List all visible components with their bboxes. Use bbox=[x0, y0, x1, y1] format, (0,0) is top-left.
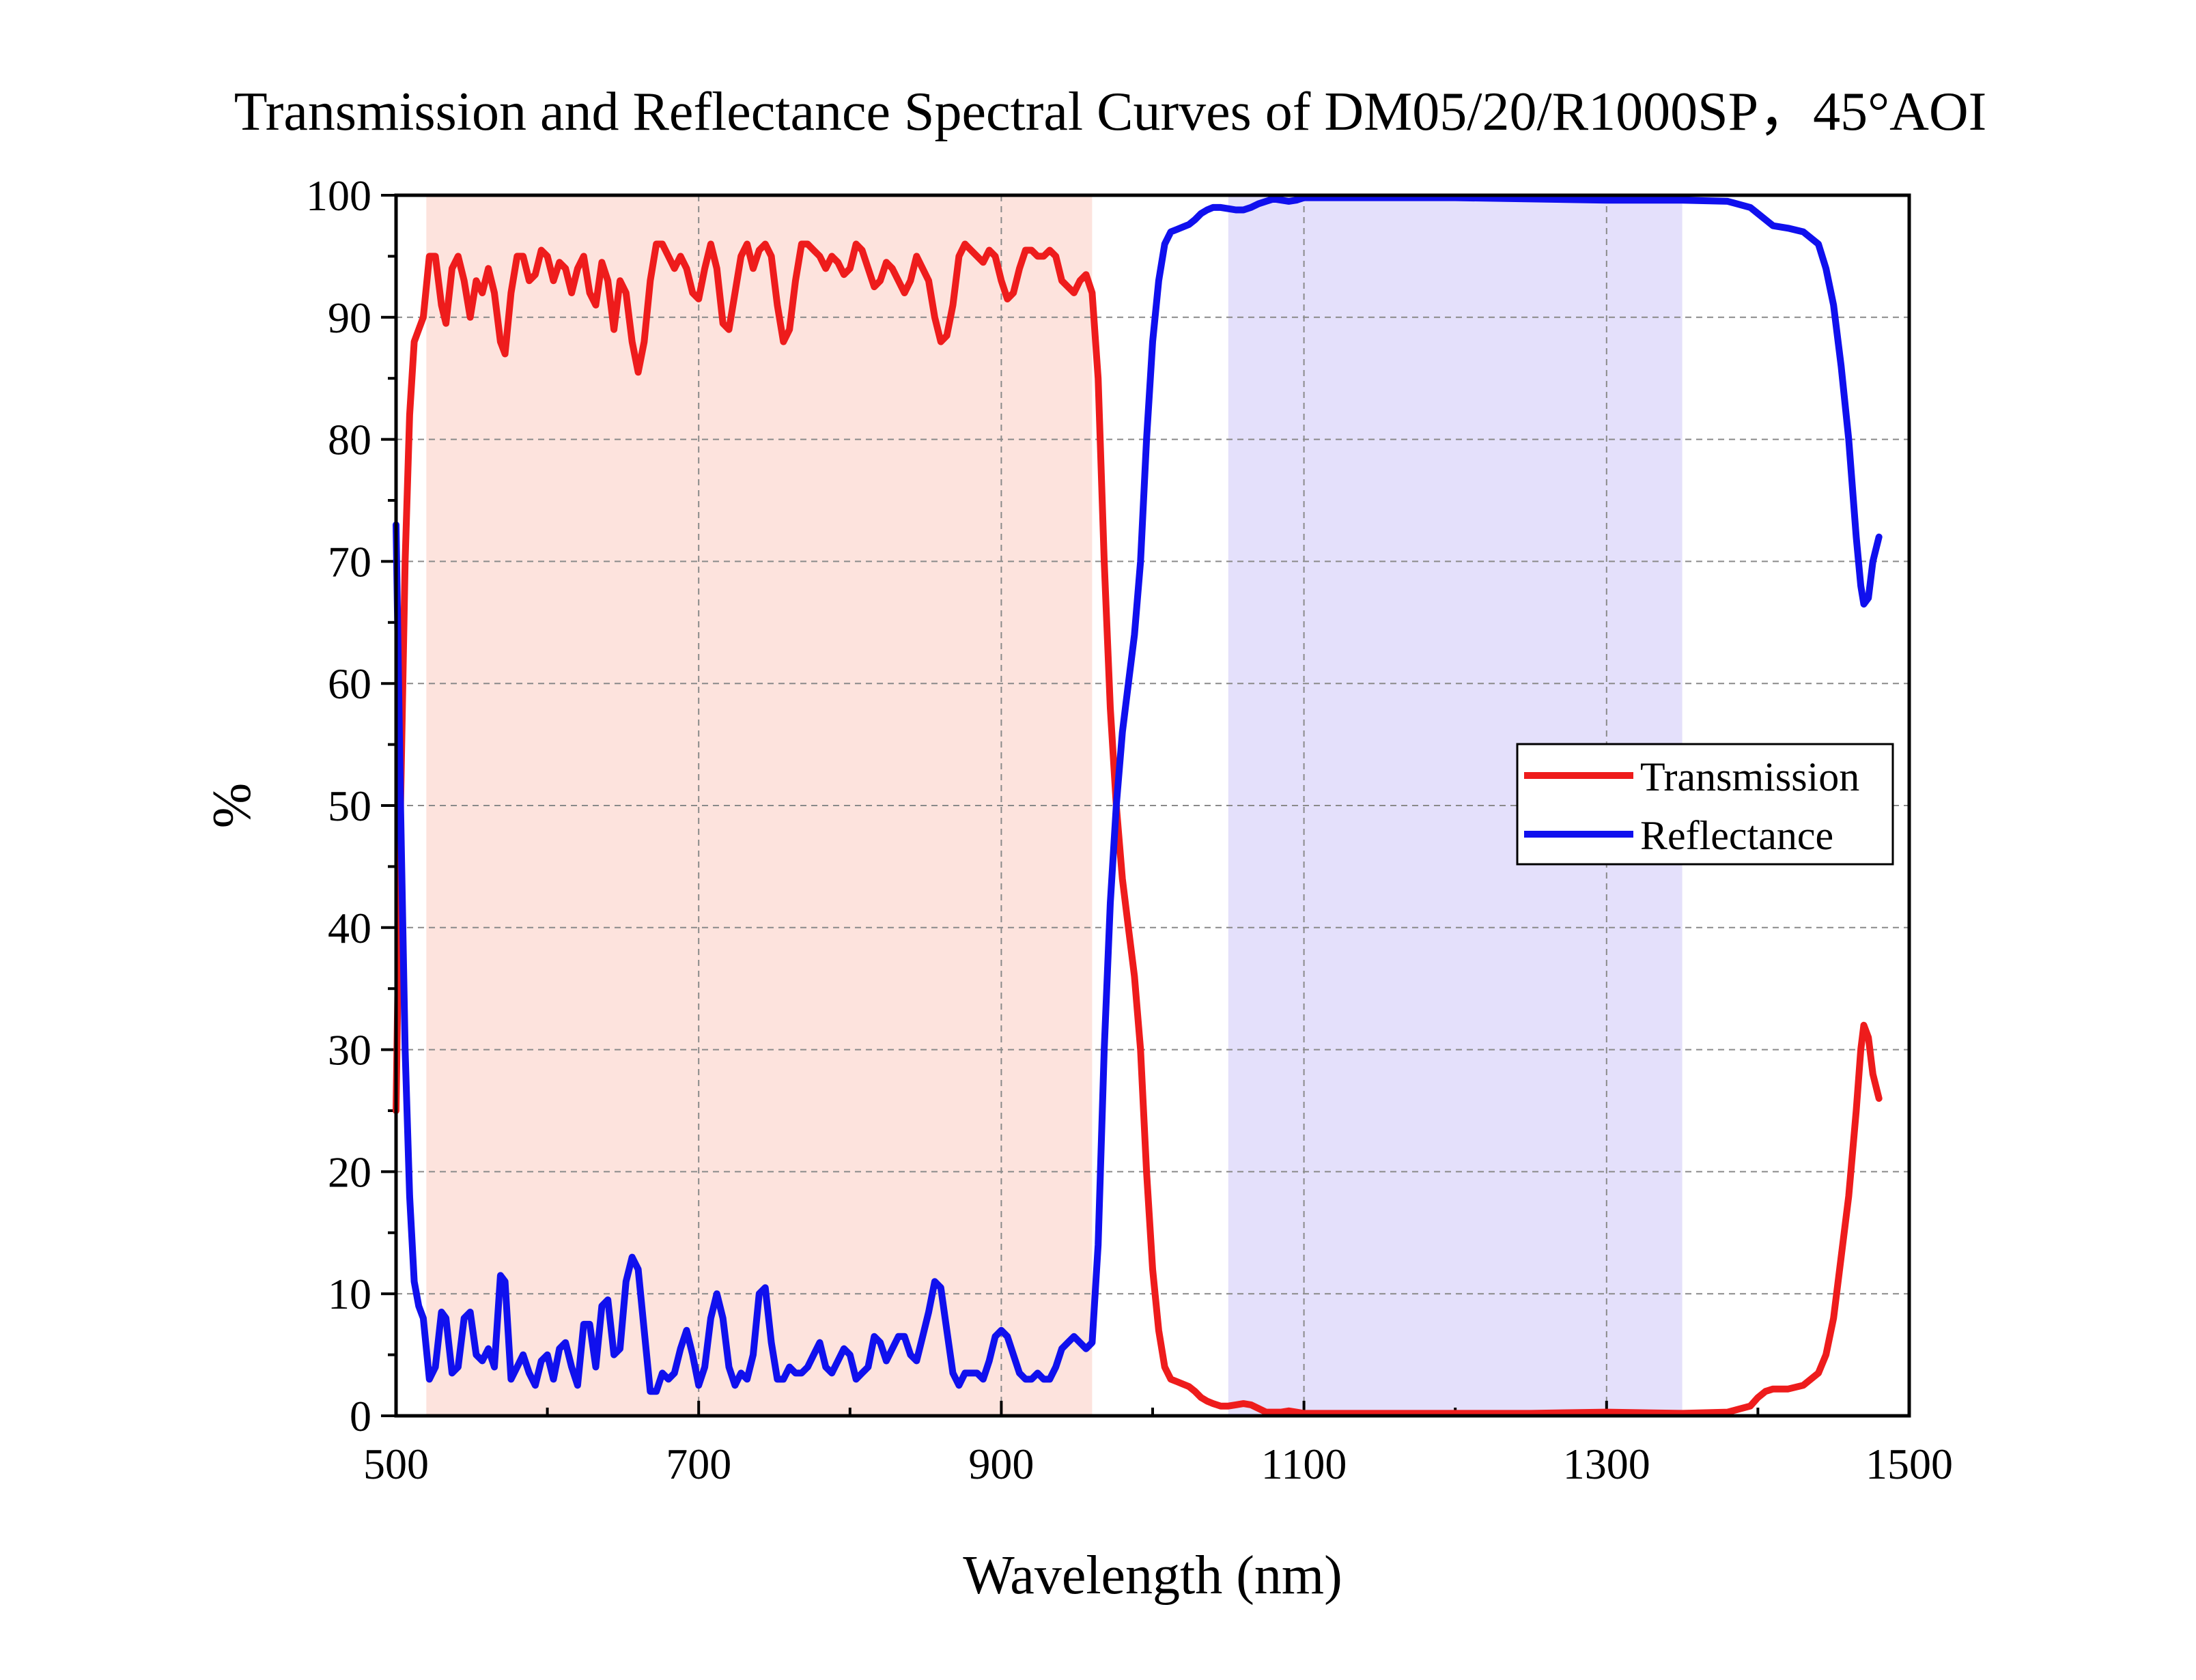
axis-ticks: 500 700 900 1100 1300 1500 0 10 20 30 40 50 60 70 80 90… bbox=[306, 171, 1953, 1488]
grid-lines bbox=[396, 195, 1909, 1416]
plot-frame bbox=[394, 193, 1911, 1418]
legend-label-reflectance: Reflectance bbox=[1640, 813, 1833, 858]
x-tick-label-500: 500 bbox=[363, 1440, 429, 1488]
y-axis-title: % bbox=[202, 783, 262, 829]
y-tick-label-20: 20 bbox=[328, 1148, 371, 1196]
series-line-transmission bbox=[393, 240, 1883, 1417]
legend: Transmission Reflectance bbox=[1516, 743, 1894, 866]
y-tick-label-80: 80 bbox=[328, 416, 371, 464]
chart-title: Transmission and Reflectance Spectral Cu… bbox=[234, 82, 1987, 142]
y-tick-label-40: 40 bbox=[328, 904, 371, 952]
x-tick-label-1500: 1500 bbox=[1866, 1440, 1953, 1488]
x-tick-label-1300: 1300 bbox=[1563, 1440, 1650, 1488]
y-tick-label-10: 10 bbox=[328, 1270, 371, 1318]
x-axis-title: Wavelength (nm) bbox=[963, 1546, 1342, 1606]
y-tick-label-60: 60 bbox=[328, 659, 371, 708]
legend-label-transmission: Transmission bbox=[1640, 754, 1859, 799]
y-tick-label-70: 70 bbox=[328, 537, 371, 586]
x-tick-label-900: 900 bbox=[968, 1440, 1034, 1488]
x-tick-label-700: 700 bbox=[666, 1440, 731, 1488]
y-tick-label-50: 50 bbox=[328, 782, 371, 830]
data-series bbox=[393, 194, 1883, 1417]
series-line-reflectance bbox=[393, 194, 1883, 1395]
y-tick-label-0: 0 bbox=[350, 1392, 371, 1440]
y-tick-label-90: 90 bbox=[328, 294, 371, 342]
legend-box bbox=[1516, 743, 1894, 866]
x-tick-label-1100: 1100 bbox=[1261, 1440, 1347, 1488]
y-tick-label-30: 30 bbox=[328, 1026, 371, 1074]
y-tick-label-100: 100 bbox=[306, 171, 371, 220]
